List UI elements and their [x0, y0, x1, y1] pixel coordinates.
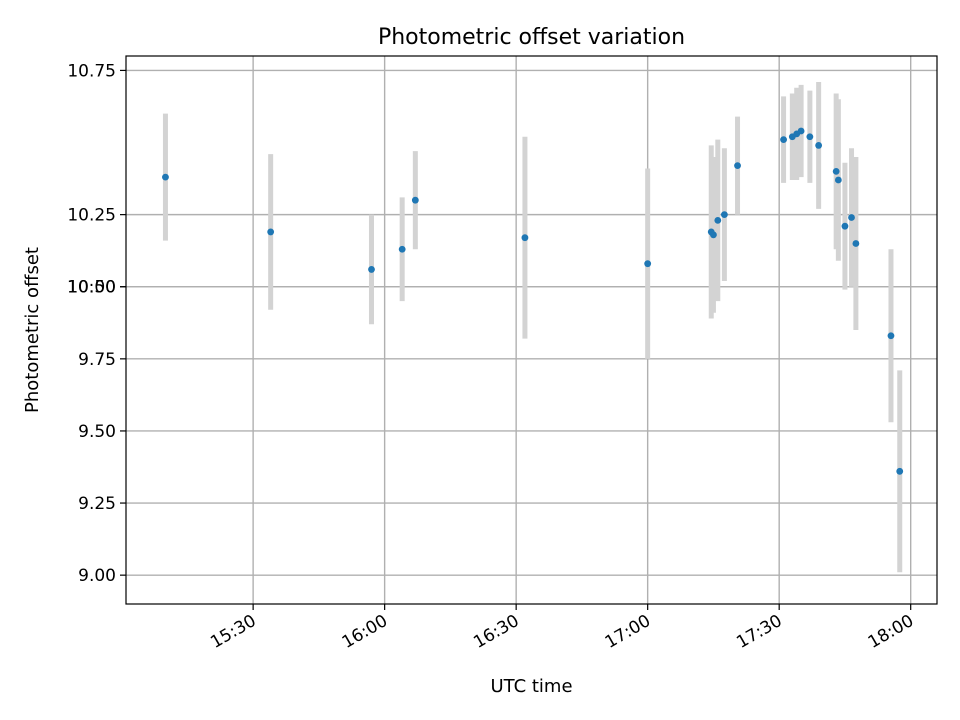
y-axis-label: Photometric offset: [22, 247, 43, 413]
plot-area-frame: [125, 55, 938, 605]
grid-lines: [126, 56, 937, 604]
data-point: [734, 162, 741, 170]
y-tick-label: 10.25: [67, 206, 116, 226]
data-point: [806, 133, 814, 141]
data-point: [162, 173, 169, 181]
data-point: [896, 467, 904, 475]
y-tick-label: 10.75: [67, 61, 116, 81]
data-point: [780, 136, 787, 144]
data-point: [852, 240, 860, 247]
data-point: [841, 222, 849, 230]
y-tick-label: 9.50: [78, 422, 116, 442]
y-tick-label: 9.00: [78, 566, 116, 586]
data-point: [797, 127, 805, 135]
data-point: [710, 231, 717, 239]
y-tick-label: 10:50: [67, 278, 116, 298]
y-tick-label: 10.00: [67, 278, 116, 298]
data-point: [714, 217, 722, 224]
data-point: [887, 332, 895, 340]
data-point: [411, 196, 419, 204]
y-axis-ticks: 9.00 9.25 9.50 9.75 10.00 10.25 10:50 10.75: [67, 61, 126, 586]
x-axis-label: UTC time: [490, 676, 572, 697]
data-point: [368, 266, 375, 273]
y-tick-label: 9.25: [78, 494, 116, 514]
data-point: [832, 167, 840, 175]
data-point: [815, 142, 823, 149]
data-point: [834, 176, 842, 184]
data-point: [720, 211, 728, 219]
data-points: [162, 127, 904, 475]
data-point: [398, 245, 406, 253]
data-point: [267, 228, 275, 236]
y-tick-label: 9.75: [78, 350, 116, 370]
data-point: [848, 214, 855, 221]
data-point: [521, 234, 529, 242]
data-point: [644, 260, 652, 268]
chart-title: Photometric offset variation: [378, 25, 685, 50]
